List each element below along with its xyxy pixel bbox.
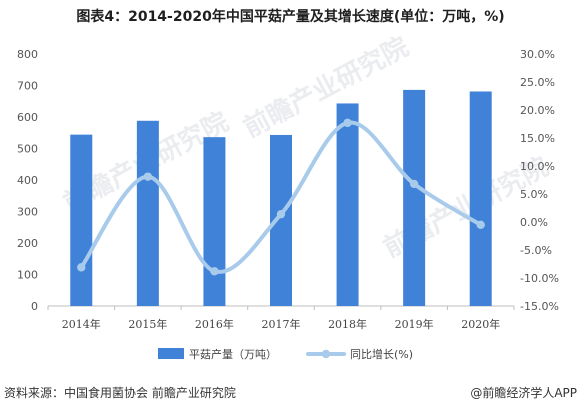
- legend-line-marker: [321, 349, 331, 359]
- legend: 平菇产量（万吨） 同比增长(%): [158, 347, 413, 361]
- y-right-tick-label: 5.0%: [520, 188, 548, 201]
- x-tick-label: 2016年: [195, 317, 234, 331]
- y-left-tick-label: 700: [17, 80, 38, 93]
- y-right-tick-label: -10.0%: [520, 272, 559, 285]
- source-note: 资料来源：中国食用菌协会 前瞻产业研究院: [4, 386, 236, 400]
- x-tick-label: 2020年: [461, 317, 500, 331]
- x-tick-label: 2019年: [395, 317, 434, 331]
- brand-credit: @前瞻经济学人APP: [470, 386, 577, 400]
- x-tick-label: 2014年: [62, 317, 101, 331]
- bar: [403, 89, 426, 306]
- growth-point: [143, 172, 153, 181]
- y-left-tick-label: 100: [17, 269, 38, 282]
- growth-point: [210, 267, 219, 276]
- y-right-tick-label: 0.0%: [520, 216, 548, 229]
- x-tick-label: 2017年: [262, 317, 301, 331]
- growth-point: [276, 209, 286, 219]
- y-right-tick-label: 30.0%: [520, 48, 555, 61]
- y-left-tick-label: 200: [17, 237, 38, 250]
- y-right-tick-label: -5.0%: [520, 244, 552, 257]
- y-left-tick-label: 400: [17, 174, 38, 187]
- bar: [136, 120, 159, 306]
- growth-point: [343, 118, 352, 128]
- bar: [336, 103, 359, 306]
- bar-series: [70, 89, 492, 306]
- y-left-tick-label: 600: [17, 111, 38, 124]
- line-series: [77, 118, 485, 276]
- legend-bar-label: 平菇产量（万吨）: [189, 347, 277, 361]
- chart-title: 图表4：2014-2020年中国平菇产量及其增长速度(单位：万吨，%): [76, 9, 505, 25]
- bar: [270, 134, 292, 306]
- y-right-tick-label: -15.0%: [520, 300, 559, 313]
- y-left-tick-label: 300: [17, 206, 38, 219]
- bar: [469, 91, 492, 306]
- y-left-tick-label: 800: [17, 48, 38, 61]
- x-tick-label: 2015年: [128, 317, 167, 331]
- watermark-text: 前瞻产业研究院: [238, 31, 413, 144]
- y-right-tick-label: 20.0%: [520, 104, 555, 117]
- growth-point: [409, 179, 419, 189]
- bar: [203, 137, 226, 306]
- growth-point: [476, 220, 485, 229]
- axes: 0 100 200 300 400 500 600 700 800 -15.0% -10.0% -5.…: [17, 48, 559, 331]
- growth-point: [77, 263, 86, 272]
- legend-bar-swatch: [158, 348, 184, 359]
- y-right-tick-label: 15.0%: [520, 132, 555, 145]
- legend-line-label: 同比增长(%): [350, 347, 413, 361]
- bar: [70, 134, 93, 306]
- y-left-tick-label: 0: [31, 300, 38, 313]
- y-right-tick-label: 25.0%: [520, 76, 555, 89]
- y-left-tick-label: 500: [17, 143, 38, 156]
- x-tick-label: 2018年: [328, 317, 367, 331]
- y-right-tick-label: 10.0%: [520, 160, 555, 173]
